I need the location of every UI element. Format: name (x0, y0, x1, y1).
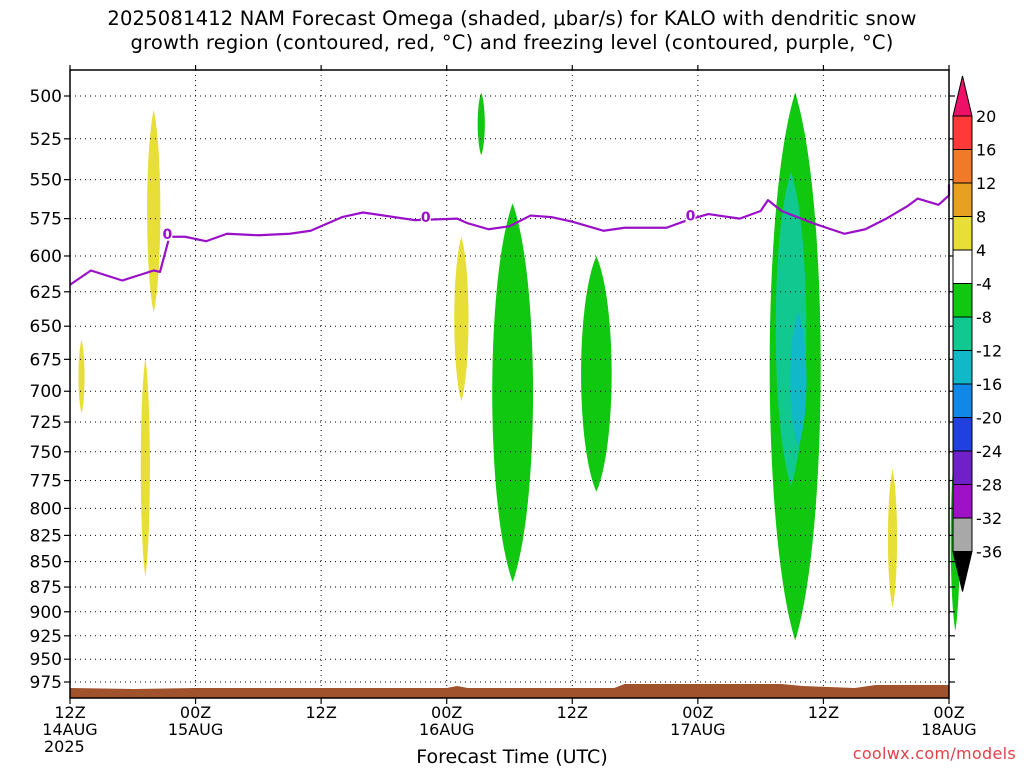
colorbar-label-4: 4 (976, 241, 986, 260)
ytick-label-675: 675 (30, 350, 62, 370)
colorbar-swatch-5 (952, 249, 973, 284)
ytick-label-500: 500 (30, 87, 62, 107)
omega-region-5 (477, 92, 485, 156)
ytick-label-900: 900 (30, 603, 62, 623)
colorbar-swatch-12 (952, 484, 973, 519)
colorbar-label-2: 12 (976, 174, 996, 193)
xtick-label-0-0: 12Z (54, 703, 85, 722)
colorbar-swatch-2 (952, 149, 973, 184)
ytick-label-525: 525 (30, 130, 62, 150)
y-axis-ticks: 500 525 550 575 600 625 650 675 700 725 750 775 800 8… (30, 87, 955, 693)
chart-title-line-1: 2025081412 NAM Forecast Omega (shaded, μ… (107, 7, 917, 30)
colorbar-swatch-11 (952, 450, 973, 485)
xtick-label-0-2: 2025 (44, 737, 85, 756)
xtick-label-84-1: 18AUG (921, 720, 976, 739)
xtick-label-0-1: 14AUG (42, 720, 97, 739)
ytick-label-875: 875 (30, 578, 62, 598)
ytick-label-800: 800 (30, 499, 62, 519)
omega-shaded-regions (78, 92, 960, 641)
plot-frame (69, 69, 950, 699)
ytick-label-975: 975 (30, 673, 62, 693)
xtick-label-84-0: 00Z (933, 703, 964, 722)
colorbar-label-11: -28 (976, 476, 1002, 495)
x-axis-label: Forecast Time (UTC) (416, 746, 608, 768)
omega-region-11 (790, 312, 807, 446)
ytick-label-550: 550 (30, 171, 62, 191)
ytick-label-750: 750 (30, 443, 62, 463)
colorbar-swatch-1 (952, 115, 973, 150)
xtick-label-12-0: 00Z (180, 703, 211, 722)
ytick-label-700: 700 (30, 382, 62, 402)
terrain-ground (70, 684, 949, 698)
ytick-label-925: 925 (30, 627, 62, 647)
chart-title-line-2: growth region (contoured, red, °C) and f… (130, 31, 894, 54)
colorbar-label-0: 20 (976, 107, 996, 126)
colorbar-swatch-9 (952, 383, 973, 418)
colorbar-label-6: -8 (976, 308, 992, 327)
source-credit[interactable]: coolwx.com/models (852, 744, 1016, 763)
ytick-label-650: 650 (30, 317, 62, 337)
colorbar-label-12: -32 (976, 509, 1002, 528)
colorbar-bottom-arrow (952, 551, 973, 592)
xtick-label-48-0: 12Z (557, 703, 588, 722)
colorbar-swatch-3 (952, 182, 973, 217)
xtick-label-60-0: 00Z (682, 703, 713, 722)
colorbar-label-8: -16 (976, 375, 1002, 394)
colorbar-label-7: -12 (976, 342, 1002, 361)
freezing-level-contour: 0 0 0 (69, 184, 951, 286)
colorbar-label-9: -20 (976, 409, 1002, 428)
contour-label-bg-2 (685, 207, 696, 223)
ytick-label-825: 825 (30, 526, 62, 546)
xtick-label-36-1: 16AUG (419, 720, 474, 739)
ytick-label-950: 950 (30, 650, 62, 670)
ytick-label-600: 600 (30, 247, 62, 267)
omega-region-6 (492, 203, 534, 583)
xtick-label-72-0: 12Z (808, 703, 839, 722)
xtick-label-60-1: 17AUG (670, 720, 725, 739)
freezing-level-label-0: 0 (162, 227, 172, 243)
xtick-label-24-0: 12Z (305, 703, 336, 722)
colorbar-label-1: 16 (976, 141, 996, 160)
ytick-label-775: 775 (30, 472, 62, 492)
colorbar: 20 16 12 8 4 -4 -8 -12 -16 -20 -24 -28 -32 -36 (952, 75, 1002, 592)
contour-label-bg-0 (162, 225, 173, 241)
ytick-label-850: 850 (30, 553, 62, 573)
colorbar-swatch-4 (952, 216, 973, 251)
omega-region-2 (140, 358, 150, 577)
omega-region-7 (581, 255, 612, 492)
xtick-label-12-1: 15AUG (168, 720, 223, 739)
freezing-level-line (69, 184, 951, 286)
omega-region-4 (887, 469, 898, 608)
colorbar-top-arrow (952, 75, 973, 117)
freezing-level-label-2: 0 (686, 209, 696, 225)
omega-region-0 (147, 109, 161, 313)
colorbar-label-13: -36 (976, 543, 1002, 562)
colorbar-label-3: 8 (976, 208, 986, 227)
colorbar-swatch-10 (952, 417, 973, 452)
ytick-label-625: 625 (30, 283, 62, 303)
omega-region-1 (78, 339, 85, 414)
xtick-label-36-0: 00Z (431, 703, 462, 722)
freezing-level-label-1: 0 (421, 210, 431, 226)
colorbar-label-10: -24 (976, 442, 1002, 461)
colorbar-swatch-8 (952, 350, 973, 385)
colorbar-swatch-6 (952, 283, 973, 318)
colorbar-swatch-13 (952, 517, 973, 552)
contour-label-bg-1 (420, 209, 431, 225)
omega-region-3 (454, 236, 469, 402)
ytick-label-725: 725 (30, 413, 62, 433)
terrain-fill (70, 684, 949, 698)
colorbar-swatch-7 (952, 316, 973, 351)
colorbar-label-5: -4 (976, 275, 992, 294)
ytick-label-575: 575 (30, 210, 62, 230)
